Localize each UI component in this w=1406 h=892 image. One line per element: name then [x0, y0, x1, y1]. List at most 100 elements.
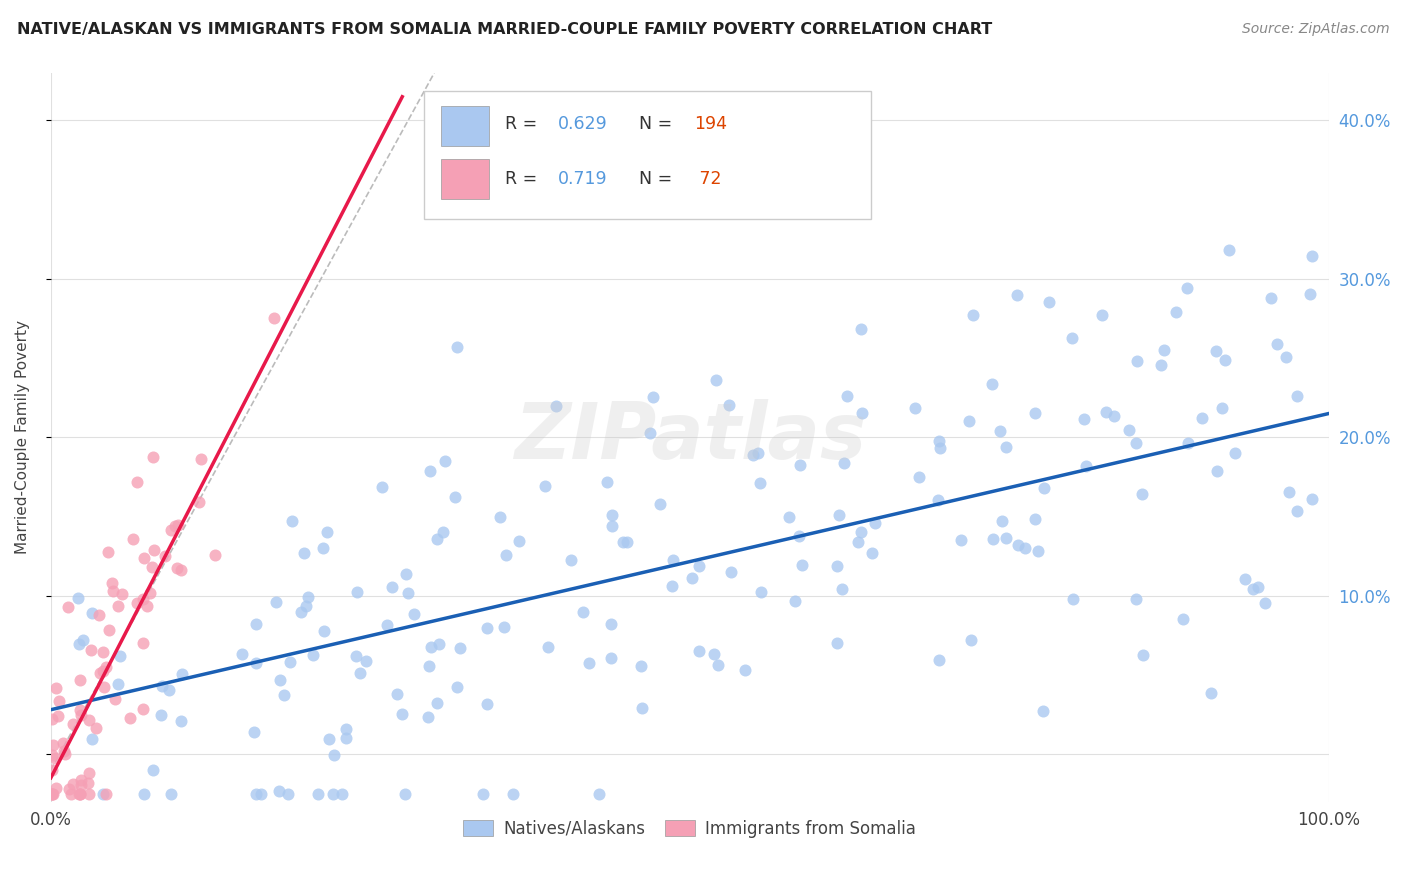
Point — [427, 637, 450, 651]
Point — [1073, 411, 1095, 425]
Point — [89, 608, 111, 623]
Point — [472, 787, 495, 801]
Point — [600, 508, 623, 522]
Point — [101, 576, 124, 591]
Point — [426, 696, 449, 710]
Point — [322, 787, 344, 801]
Point — [41, 787, 63, 801]
Point — [91, 645, 114, 659]
Point — [1007, 538, 1029, 552]
Point — [77, 713, 100, 727]
Point — [703, 647, 725, 661]
Point — [928, 653, 950, 667]
Point — [1150, 358, 1173, 372]
Point — [166, 561, 188, 575]
Point — [1205, 464, 1227, 478]
Point — [292, 546, 315, 560]
FancyBboxPatch shape — [425, 91, 872, 219]
Point — [600, 651, 623, 665]
Point — [297, 590, 319, 604]
Point — [263, 310, 285, 325]
Point — [1286, 389, 1309, 403]
Point — [991, 515, 1014, 529]
Point — [1265, 337, 1288, 351]
Legend: Natives/Alaskans, Immigrants from Somalia: Natives/Alaskans, Immigrants from Somali… — [457, 813, 922, 844]
Point — [1032, 704, 1054, 718]
Point — [426, 532, 449, 546]
Point — [616, 535, 638, 549]
Point — [152, 680, 174, 694]
Point — [69, 778, 91, 792]
Point — [69, 787, 91, 801]
Point — [190, 452, 212, 467]
Point — [720, 566, 742, 580]
Point — [950, 533, 973, 547]
Point — [962, 308, 984, 322]
Point — [165, 519, 187, 533]
Point — [957, 414, 980, 428]
Point — [245, 656, 267, 670]
Point — [596, 475, 619, 490]
Point — [994, 440, 1017, 454]
Point — [749, 585, 772, 599]
Point — [391, 707, 413, 722]
Point — [42, 787, 65, 801]
Point — [141, 559, 163, 574]
Point — [107, 599, 129, 613]
Point — [1102, 409, 1125, 424]
Point — [1215, 352, 1237, 367]
Point — [335, 722, 357, 736]
Point — [475, 621, 498, 635]
Point — [734, 664, 756, 678]
Point — [76, 776, 98, 790]
Point — [108, 648, 131, 663]
Point — [1299, 287, 1322, 301]
FancyBboxPatch shape — [440, 106, 489, 145]
Text: N =: N = — [638, 115, 678, 133]
Point — [122, 532, 145, 546]
Text: R =: R = — [505, 169, 543, 187]
Point — [127, 596, 149, 610]
Point — [69, 708, 91, 723]
Point — [89, 666, 111, 681]
Point — [349, 666, 371, 681]
Point — [1024, 406, 1046, 420]
Point — [91, 787, 114, 801]
Point — [45, 681, 67, 696]
Point — [747, 446, 769, 460]
Point — [142, 763, 165, 777]
Point — [77, 766, 100, 780]
Point — [157, 682, 180, 697]
Point — [704, 373, 727, 387]
Point — [315, 525, 337, 540]
Point — [494, 620, 516, 634]
Point — [404, 607, 426, 621]
Point — [849, 322, 872, 336]
Point — [1164, 305, 1187, 319]
Point — [267, 783, 290, 797]
Point — [245, 617, 267, 632]
Text: N =: N = — [638, 169, 678, 187]
Point — [1177, 436, 1199, 450]
Point — [650, 497, 672, 511]
Text: NATIVE/ALASKAN VS IMMIGRANTS FROM SOMALIA MARRIED-COUPLE FAMILY POVERTY CORRELAT: NATIVE/ALASKAN VS IMMIGRANTS FROM SOMALI… — [17, 22, 993, 37]
Point — [927, 493, 949, 508]
Point — [97, 545, 120, 559]
Point — [170, 562, 193, 576]
Point — [370, 480, 392, 494]
Point — [143, 542, 166, 557]
Text: 194: 194 — [693, 115, 727, 133]
Point — [443, 490, 465, 504]
Point — [904, 401, 927, 415]
Point — [278, 655, 301, 669]
Point — [242, 724, 264, 739]
Point — [91, 665, 114, 679]
Point — [1254, 596, 1277, 610]
Point — [45, 780, 67, 795]
Point — [149, 707, 172, 722]
Point — [1218, 243, 1240, 257]
Point — [79, 787, 101, 801]
Point — [588, 787, 610, 801]
Point — [277, 787, 299, 801]
Point — [638, 426, 661, 441]
